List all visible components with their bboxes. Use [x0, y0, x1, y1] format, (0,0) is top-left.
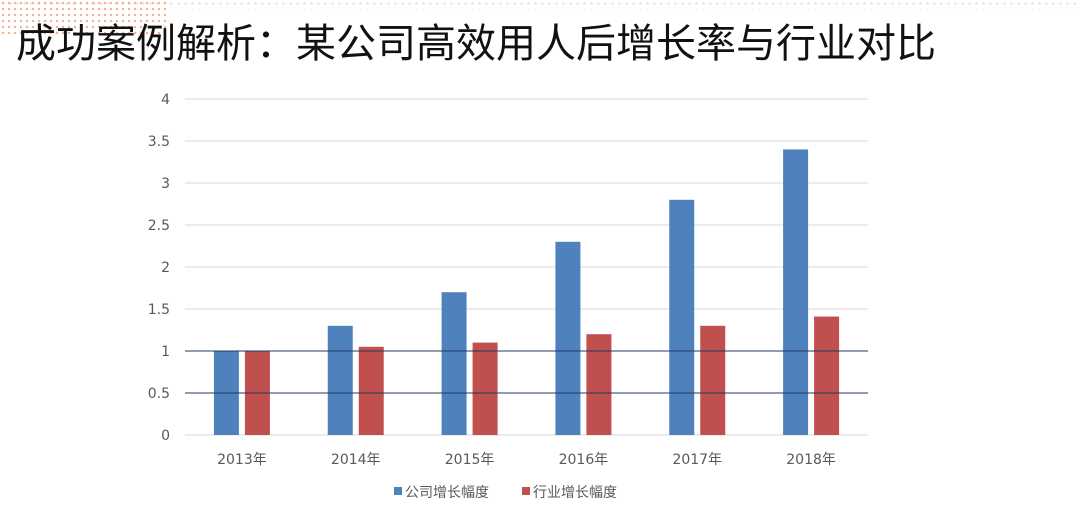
bar-industry-1	[358, 346, 384, 435]
bar-company-5	[783, 149, 809, 435]
legend-label-company: 公司增长幅度	[405, 485, 489, 501]
y-tick-label: 3	[161, 176, 170, 192]
x-tick-label: 2016年	[559, 452, 609, 468]
legend: 公司增长幅度 行业增长幅度	[394, 485, 617, 501]
legend-swatch-industry	[522, 487, 530, 495]
x-tick-label: 2014年	[331, 452, 381, 468]
y-tick-label: 3.5	[148, 134, 170, 150]
bar-industry-3	[586, 334, 612, 435]
bar-company-1	[327, 325, 353, 435]
y-tick-label: 2.5	[148, 218, 170, 234]
decorative-dot-pattern	[0, 0, 170, 34]
y-tick-label: 1.5	[148, 302, 170, 318]
legend-label-industry: 行业增长幅度	[533, 485, 617, 501]
y-tick-label: 4	[161, 92, 170, 108]
slide-title: 成功案例解析：某公司高效用人后增长率与行业对比	[16, 21, 936, 67]
x-tick-label: 2017年	[672, 452, 722, 468]
bar-company-3	[555, 241, 581, 435]
bar-company-4	[669, 199, 695, 435]
decorative-dot-band	[0, 0, 1080, 10]
bars	[185, 149, 868, 435]
x-axis: 2013年 2014年 2015年 2016年 2017年 2018年	[217, 452, 836, 468]
y-tick-label: 2	[161, 260, 170, 276]
legend-swatch-company	[394, 487, 402, 495]
y-tick-label: 0	[161, 428, 170, 444]
x-tick-label: 2018年	[786, 452, 836, 468]
x-tick-label: 2013年	[217, 452, 267, 468]
y-tick-label: 1	[161, 344, 170, 360]
bar-industry-5	[814, 316, 840, 435]
y-tick-label: 0.5	[148, 386, 170, 402]
gridlines	[185, 98, 868, 436]
bar-industry-2	[472, 342, 498, 435]
bar-company-2	[441, 292, 467, 435]
y-axis: 0 0.5 1 1.5 2 2.5 3 3.5 4	[148, 92, 170, 444]
bar-industry-4	[700, 325, 726, 435]
x-tick-label: 2015年	[445, 452, 495, 468]
